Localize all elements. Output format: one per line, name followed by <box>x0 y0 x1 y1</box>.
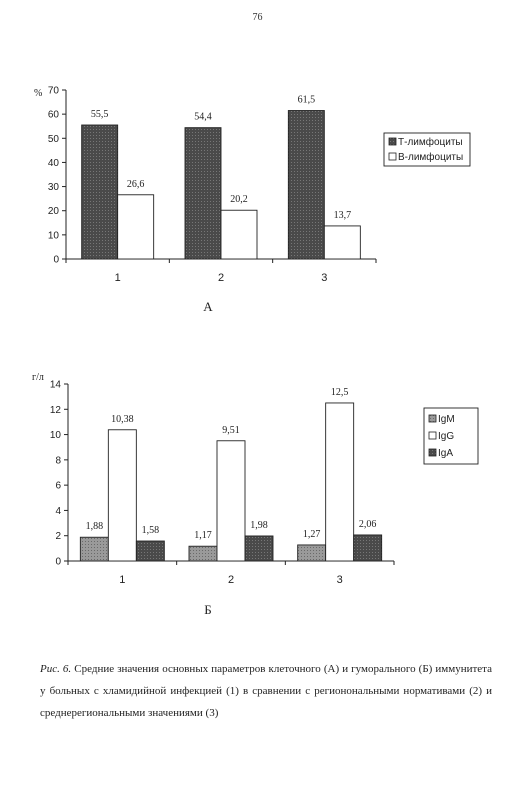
chart-b-bar <box>297 544 327 562</box>
chart-a-legend-label: Т-лимфоциты <box>398 136 463 148</box>
chart-a-legend-label: В-лимфоциты <box>398 151 463 163</box>
chart-b: г/л 0 2 4 6 8 10 12 14 1 1,88 10,38 1,58 2 1,17 9,51 1,9… <box>32 372 479 586</box>
chart-b-legend-label: IgG <box>438 431 454 442</box>
chart-a-y-tick-label: 70 <box>48 86 60 97</box>
chart-b-y-tick-label: 8 <box>55 455 61 466</box>
chart-a-y-tick-label: 50 <box>48 134 60 145</box>
chart-a-data-label: 61,5 <box>298 95 316 106</box>
chart-b-bar <box>353 534 383 562</box>
chart-a-bar <box>287 110 325 260</box>
chart-a-data-label: 26,6 <box>127 179 145 190</box>
chart-b-y-tick-label: 6 <box>55 481 61 492</box>
chart-b-data-label: 9,51 <box>222 425 240 436</box>
chart-b-data-label: 1,27 <box>303 529 321 540</box>
chart-b-legend-swatch <box>428 431 437 440</box>
chart-a-legend-swatch <box>388 137 397 146</box>
page-number: 76 <box>252 12 263 23</box>
chart-b-legend-swatch <box>428 414 437 423</box>
chart-a-bar <box>81 124 119 260</box>
chart-b-y-tick-label: 14 <box>50 380 62 391</box>
chart-b-legend-swatch <box>428 448 437 457</box>
chart-b-bar <box>244 535 274 562</box>
chart-a-unit-label: % <box>34 88 42 99</box>
chart-b-data-label: 2,06 <box>359 519 377 530</box>
chart-a-x-tick-label: 3 <box>321 272 327 284</box>
caption-text: Средние значения основных параметров кле… <box>40 663 492 719</box>
chart-b-bar <box>79 536 109 562</box>
chart-b-legend-label: IgA <box>438 448 453 459</box>
chart-b-x-tick-label: 3 <box>337 574 343 586</box>
chart-b-data-label: 1,88 <box>86 521 104 532</box>
chart-b-x-tick-label: 2 <box>228 574 234 586</box>
figure-label: Рис. 6. <box>40 663 72 675</box>
chart-b-y-tick-label: 4 <box>55 506 61 517</box>
chart-b-bar <box>325 402 355 562</box>
chart-a-bar <box>184 127 222 260</box>
figure-caption: Рис. 6. Средние значения основных параме… <box>40 658 492 724</box>
chart-a-y-tick-label: 40 <box>48 158 60 169</box>
panel-label-a: А <box>203 299 213 314</box>
chart-a-bar <box>323 225 361 260</box>
chart-a-bar <box>117 194 155 260</box>
chart-a-data-label: 20,2 <box>230 194 248 205</box>
chart-a-y-tick-label: 60 <box>48 110 60 121</box>
chart-b-x-tick-label: 1 <box>119 574 125 586</box>
chart-b-data-label: 12,5 <box>331 387 349 398</box>
chart-b-bar <box>107 429 137 562</box>
chart-b-y-tick-label: 12 <box>50 405 62 416</box>
chart-b-data-label: 1,17 <box>194 530 212 541</box>
chart-b-unit-label: г/л <box>32 372 44 383</box>
chart-b-y-tick-label: 0 <box>55 557 61 568</box>
chart-b-legend-label: IgM <box>438 414 455 425</box>
panel-label-b: Б <box>204 602 212 617</box>
chart-b-y-tick-label: 2 <box>55 531 61 542</box>
chart-a-x-tick-label: 2 <box>218 272 224 284</box>
chart-a-y-tick-label: 20 <box>48 206 60 217</box>
chart-a-y-tick-label: 10 <box>48 230 60 241</box>
chart-b-data-label: 1,98 <box>250 520 268 531</box>
chart-a-legend-swatch <box>388 152 397 161</box>
chart-a-y-tick-label: 30 <box>48 182 60 193</box>
chart-a-data-label: 54,4 <box>194 112 212 123</box>
chart-a: % 0 10 20 30 40 50 60 70 1 55,5 26,6 2 54,4 20,2 3 61,5 1… <box>34 86 471 284</box>
chart-b-bar <box>216 440 246 562</box>
chart-a-bar <box>220 209 258 260</box>
chart-a-data-label: 13,7 <box>334 210 352 221</box>
chart-a-x-tick-label: 1 <box>115 272 121 284</box>
chart-a-y-tick-label: 0 <box>53 255 59 266</box>
chart-b-bar <box>188 545 218 562</box>
chart-b-data-label: 10,38 <box>111 414 134 425</box>
chart-b-y-tick-label: 10 <box>50 430 62 441</box>
chart-b-bar <box>135 540 165 562</box>
chart-b-data-label: 1,58 <box>142 525 160 536</box>
chart-a-data-label: 55,5 <box>91 109 109 120</box>
chart-a-legend <box>383 132 471 167</box>
